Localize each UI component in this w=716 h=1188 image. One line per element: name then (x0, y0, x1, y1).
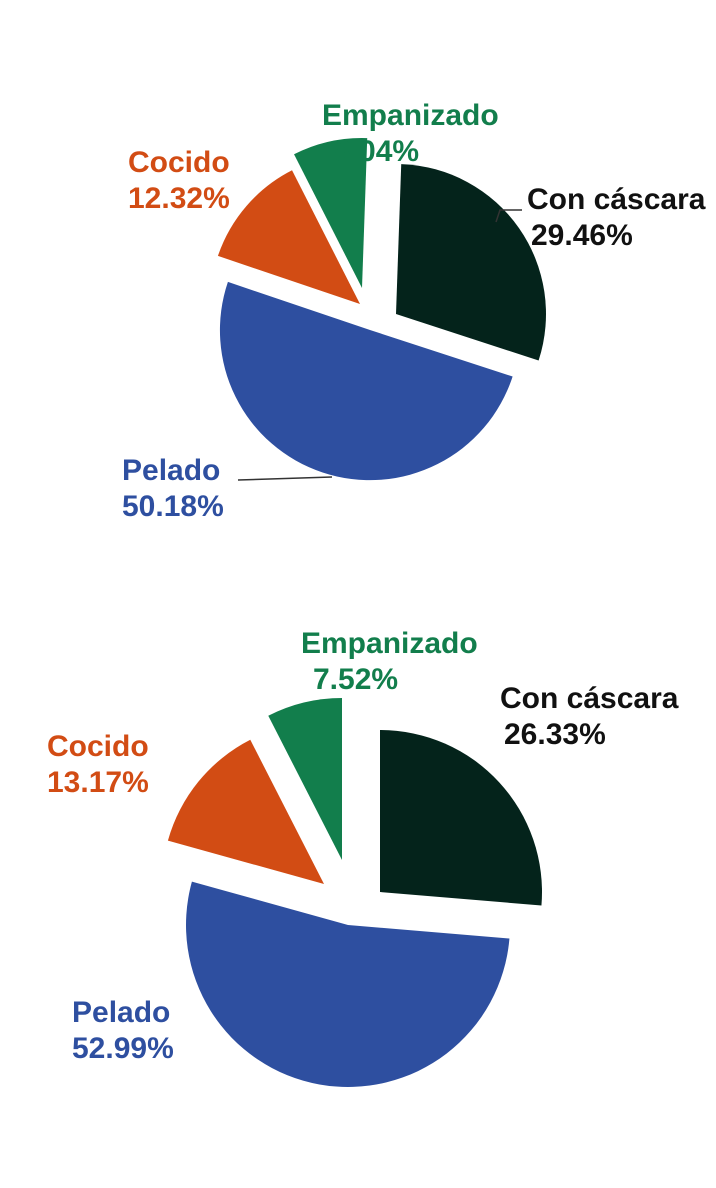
percent-label-cocido: 13.17% (47, 766, 149, 799)
category-label-empanizado: Empanizado (301, 627, 478, 660)
category-label-con-cascara: Con cáscara (527, 183, 706, 216)
slice-pelado (219, 281, 513, 481)
percent-label-pelado: 52.99% (72, 1032, 174, 1065)
slice-con-cascara (380, 730, 543, 906)
leader-line-con-cascara (495, 209, 522, 223)
percent-label-pelado: 50.18% (122, 490, 224, 523)
percent-label-empanizado: 7.52% (313, 663, 398, 696)
slice-empanizado (294, 137, 368, 288)
slice-cocido (167, 739, 324, 884)
category-label-cocido: Cocido (128, 146, 230, 179)
category-label-pelado: Pelado (72, 996, 170, 1029)
slice-cocido (217, 170, 360, 304)
percent-label-con-cascara: 26.33% (504, 718, 606, 751)
category-label-cocido: Cocido (47, 730, 149, 763)
percent-label-cocido: 12.32% (128, 182, 230, 215)
percent-label-con-cascara: 29.46% (531, 219, 633, 252)
slice-empanizado (268, 698, 342, 860)
category-label-empanizado: Empanizado (322, 99, 499, 132)
category-label-pelado: Pelado (122, 454, 220, 487)
slice-pelado (186, 881, 510, 1087)
slice-con-cascara (396, 164, 546, 361)
leader-line-pelado (237, 476, 333, 481)
category-label-con-cascara: Con cáscara (500, 682, 679, 715)
percent-label-empanizado: 8.04% (334, 135, 419, 168)
